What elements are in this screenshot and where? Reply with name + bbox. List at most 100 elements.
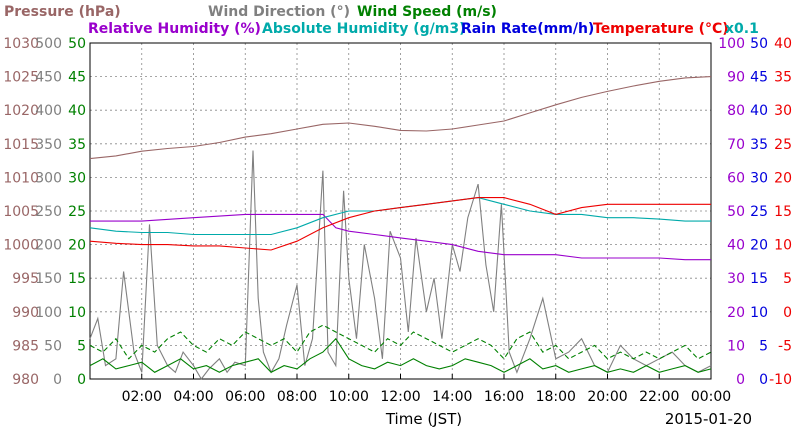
x-tick-label: 22:00 (639, 389, 679, 405)
pressure-tick-label: 1005 (3, 204, 39, 220)
pressure-tick-label: 1030 (3, 36, 39, 52)
wind_speed-tick-label: 0 (77, 372, 86, 388)
left-axes: 9809859909951000100510101015102010251030… (3, 36, 86, 388)
wind_dir-tick-label: 200 (35, 238, 62, 254)
series-wind-speed-m-s (89, 337, 712, 373)
pressure-tick-label: 985 (12, 338, 39, 354)
series-wind-speed-gust-m-s (89, 324, 712, 360)
temp-tick-label: 10 (774, 238, 792, 254)
pressure-tick-label: 980 (12, 372, 39, 388)
wind_dir-tick-label: 500 (35, 36, 62, 52)
legend-wind-dir: Wind Direction (°) (208, 4, 350, 20)
legend-pressure: Pressure (hPa) (4, 4, 121, 20)
legend-rain: Rain Rate(mm/h) (461, 21, 594, 37)
rh-tick-label: 0 (736, 372, 745, 388)
rain-tick-label: 25 (750, 204, 768, 220)
rh-tick-label: 60 (727, 170, 745, 186)
wind_speed-tick-label: 50 (68, 36, 86, 52)
series-relative-humidity (90, 213, 711, 261)
grid (90, 43, 711, 379)
wind_dir-tick-label: 100 (35, 305, 62, 321)
x-tick-label: 06:00 (225, 389, 265, 405)
legend-ah: Absolute Humidity (g/m3) (262, 21, 465, 37)
series-layer (89, 76, 712, 380)
temp-tick-label: 5 (783, 271, 792, 287)
wind_speed-tick-label: 5 (77, 338, 86, 354)
wind_dir-tick-label: 0 (53, 372, 62, 388)
wind_dir-tick-label: 250 (35, 204, 62, 220)
series-wind-direction (89, 150, 712, 380)
rh-tick-label: 70 (727, 137, 745, 153)
x-tick-label: 20:00 (587, 389, 627, 405)
series-temperature-c (89, 197, 711, 251)
legend-row-1: Pressure (hPa) Wind Direction (°) Wind Spe… (4, 4, 497, 20)
pressure-tick-label: 1020 (3, 103, 39, 119)
x-tick-label: 00:00 (691, 389, 731, 405)
rain-tick-label: 30 (750, 170, 768, 186)
wind_speed-tick-label: 15 (68, 271, 86, 287)
wind_dir-tick-label: 150 (35, 271, 62, 287)
x-tick-label: 04:00 (173, 389, 213, 405)
x-tick-label: 10:00 (329, 389, 369, 405)
legend-row-2: Relative Humidity (%) Absolute Humidity (… (88, 21, 759, 37)
legend-temp: Temperature (°C) (593, 21, 729, 37)
rain-tick-label: 5 (759, 338, 768, 354)
wind_dir-tick-label: 400 (35, 103, 62, 119)
rh-tick-label: 20 (727, 305, 745, 321)
x-axis-label: Time (JST) (385, 410, 462, 428)
wind_speed-tick-label: 25 (68, 204, 86, 220)
temp-tick-label: 0 (783, 305, 792, 321)
rain-tick-label: 0 (759, 372, 768, 388)
x-tick-label: 08:00 (277, 389, 317, 405)
rh-tick-label: 50 (727, 204, 745, 220)
rh-tick-label: 100 (718, 36, 745, 52)
x-tick-label: 16:00 (484, 389, 524, 405)
temp-tick-label: 30 (774, 103, 792, 119)
wind_dir-tick-label: 300 (35, 170, 62, 186)
rh-tick-label: 90 (727, 70, 745, 86)
temp-tick-label: 25 (774, 137, 792, 153)
date-label: 2015-01-20 (665, 410, 752, 428)
x-axis: 02:00 04:00 06:00 08:00 10:00 12:00 14:00 16:00… (122, 374, 731, 405)
legend-ah-scale: x0.1 (725, 21, 759, 37)
rh-tick-label: 30 (727, 271, 745, 287)
rain-tick-label: 20 (750, 238, 768, 254)
pressure-tick-label: 1025 (3, 70, 39, 86)
wind_speed-tick-label: 10 (68, 305, 86, 321)
rain-tick-label: 40 (750, 103, 768, 119)
pressure-tick-label: 1015 (3, 137, 39, 153)
rain-tick-label: 10 (750, 305, 768, 321)
temp-tick-label: 15 (774, 204, 792, 220)
temp-tick-label: -10 (769, 372, 792, 388)
right-axes: 0102030405060708090100051015202530354045… (718, 36, 792, 388)
legend-rh: Relative Humidity (%) (88, 21, 261, 37)
x-tick-label: 14:00 (432, 389, 472, 405)
pressure-tick-label: 990 (12, 305, 39, 321)
rh-tick-label: 40 (727, 238, 745, 254)
wind_speed-tick-label: 20 (68, 238, 86, 254)
rain-tick-label: 15 (750, 271, 768, 287)
wind_speed-tick-label: 35 (68, 137, 86, 153)
wind_speed-tick-label: 30 (68, 170, 86, 186)
rain-tick-label: 45 (750, 70, 768, 86)
rain-tick-label: 50 (750, 36, 768, 52)
x-tick-label: 12:00 (380, 389, 420, 405)
rh-tick-label: 80 (727, 103, 745, 119)
series-pressure-hpa (89, 76, 712, 160)
x-tick-label: 02:00 (122, 389, 162, 405)
pressure-tick-label: 1010 (3, 170, 39, 186)
rain-tick-label: 35 (750, 137, 768, 153)
pressure-tick-label: 1000 (3, 238, 39, 254)
temp-tick-label: 35 (774, 70, 792, 86)
temp-tick-label: -5 (778, 338, 792, 354)
legend-wind-speed: Wind Speed (m/s) (357, 4, 497, 20)
temp-tick-label: 40 (774, 36, 792, 52)
pressure-tick-label: 995 (12, 271, 39, 287)
rh-tick-label: 10 (727, 338, 745, 354)
wind_speed-tick-label: 40 (68, 103, 86, 119)
temp-tick-label: 20 (774, 170, 792, 186)
wind_dir-tick-label: 450 (35, 70, 62, 86)
wind_dir-tick-label: 350 (35, 137, 62, 153)
